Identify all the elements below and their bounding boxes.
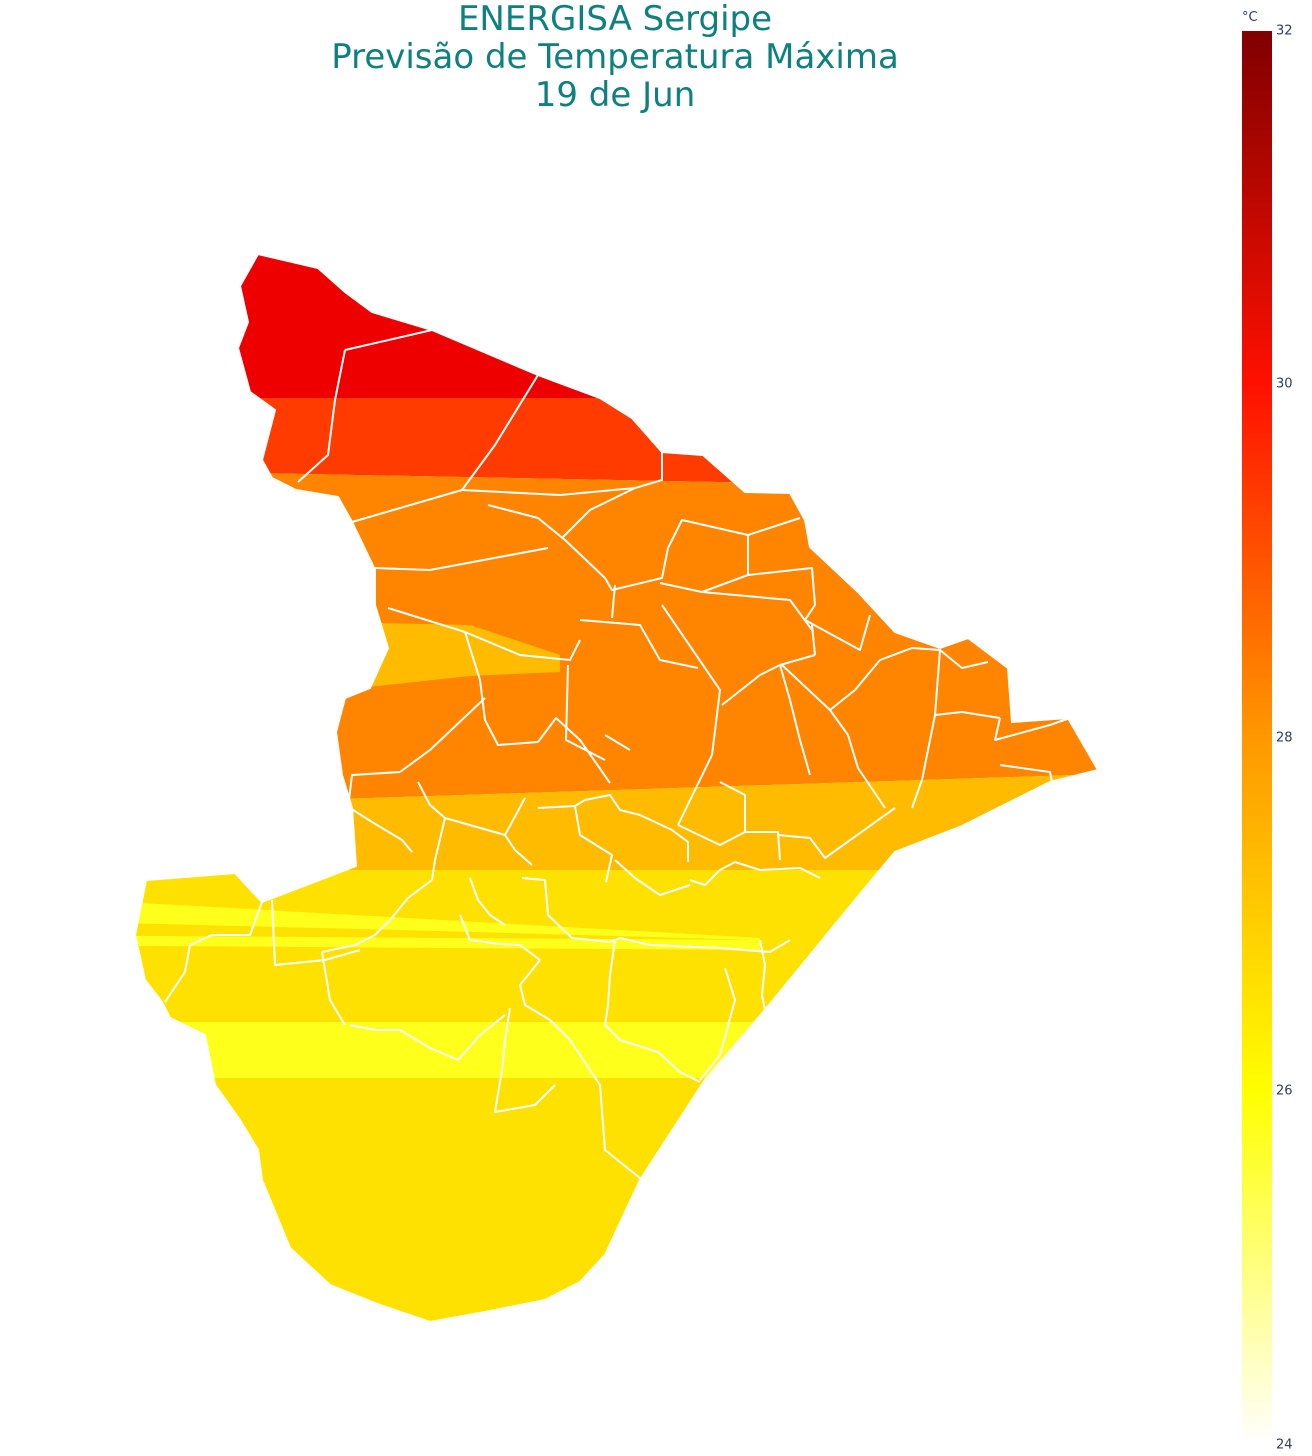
colorbar-tick-24: 24 bbox=[1276, 1437, 1293, 1453]
title-line-3: 19 de Jun bbox=[534, 75, 696, 115]
colorbar-unit: °C bbox=[1242, 10, 1258, 25]
temperature-field bbox=[135, 254, 1098, 1322]
colorbar-tick-28: 28 bbox=[1276, 730, 1293, 746]
colorbar-gradient bbox=[1242, 31, 1272, 1445]
temperature-map bbox=[134, 253, 1099, 1323]
colorbar-tick-30: 30 bbox=[1276, 376, 1293, 392]
colorbar-tick-32: 32 bbox=[1276, 23, 1293, 39]
title-line-2: Previsão de Temperatura Máxima bbox=[331, 37, 899, 77]
band-hot bbox=[135, 398, 1098, 492]
municipality-borders bbox=[164, 329, 1071, 1179]
band-cool bbox=[135, 870, 1098, 1322]
map-title: ENERGISA Sergipe Previsão de Temperatura… bbox=[0, 0, 1230, 114]
band-coolest-2 bbox=[135, 1022, 1098, 1078]
title-line-1: ENERGISA Sergipe bbox=[457, 0, 773, 39]
band-warm bbox=[135, 468, 1098, 810]
colorbar-tick-26: 26 bbox=[1276, 1083, 1293, 1099]
band-hottest bbox=[135, 254, 1098, 405]
